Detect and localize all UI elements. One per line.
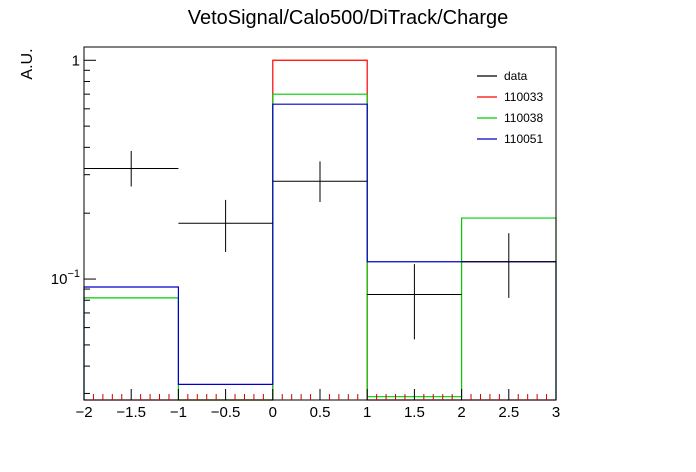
y-tick-label: 10−1 [51,268,80,288]
data-point [461,233,556,298]
x-tick-label: 1.5 [404,404,425,421]
histogram-layer [83,59,557,401]
histogram-110033 [84,59,556,401]
y-axis: 1 10−1 [51,52,96,394]
legend-label: 110038 [504,111,543,125]
x-tick-label: 1 [363,404,371,421]
legend: data 110033 110038 110051 [477,69,543,146]
plot-frame [83,46,557,401]
y-axis-label: A.U. [19,48,36,79]
data-point [367,264,462,340]
y-tick-exponent: −1 [67,268,80,280]
legend-label: 110033 [504,90,543,104]
x-tick-label: 2.5 [498,404,519,421]
data-point [272,161,368,203]
legend-label: data [504,69,528,83]
x-axis: −2 −1.5 −1 −0.5 0 0.5 1 1.5 2 2.5 3 [75,389,560,421]
x-tick-label: 2 [457,404,465,421]
x-tick-label: −2 [75,404,92,421]
legend-entry: 110033 [477,90,543,104]
x-tick-label: −0.5 [211,404,241,421]
histogram-110051 [83,103,557,400]
chart-title: VetoSignal/Calo500/DiTrack/Charge [188,7,509,29]
data-point [178,199,273,252]
x-tick-label: −1 [170,404,187,421]
x-tick-label: 0.5 [310,404,331,421]
legend-entry: 110051 [477,132,543,146]
histogram-110038 [83,93,557,401]
legend-entry: data [477,69,528,83]
x-tick-label: 0 [269,404,277,421]
data-points-layer [84,150,556,340]
x-tick-label: 3 [552,404,560,421]
data-point [84,150,179,187]
legend-label: 110051 [504,132,543,146]
legend-entry: 110038 [477,111,543,125]
x-tick-label: −1.5 [116,404,146,421]
y-tick-label: 1 [72,52,80,69]
